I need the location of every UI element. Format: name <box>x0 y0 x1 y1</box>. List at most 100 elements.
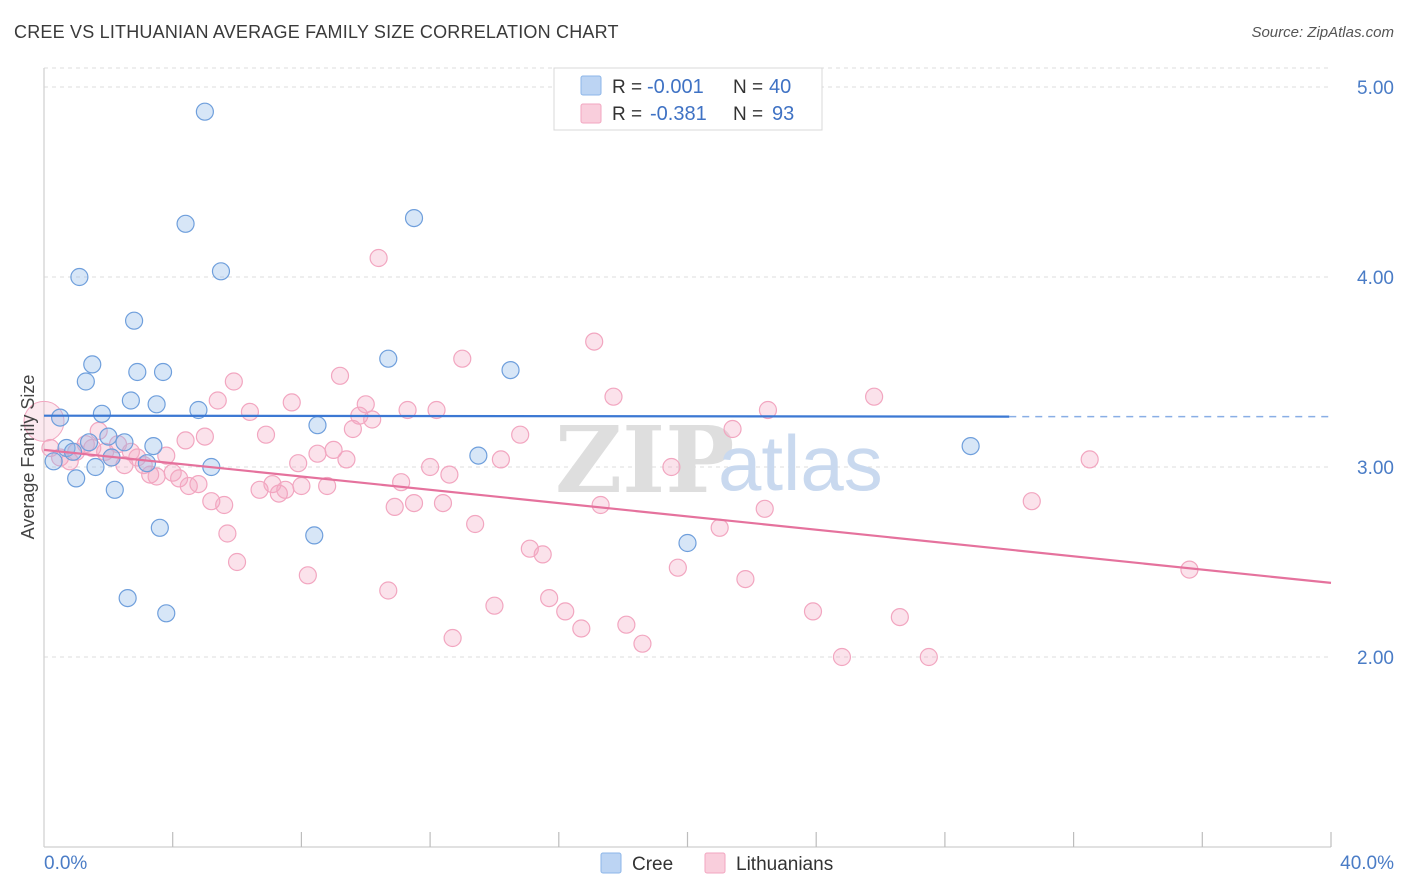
lith-point-34 <box>276 480 295 499</box>
lith-point-25 <box>215 495 234 515</box>
lith-point-47 <box>363 410 382 429</box>
lith-point-55 <box>427 400 446 420</box>
lith-point-26 <box>218 524 237 543</box>
lith-point-59 <box>453 349 472 368</box>
lith-trend-line <box>43 448 1332 584</box>
lith-point-52 <box>398 400 417 420</box>
cree-point-5 <box>70 267 89 287</box>
lith-point-73 <box>633 634 652 653</box>
cree-point-15 <box>118 588 137 608</box>
lith-point-43 <box>337 450 356 469</box>
cree-point-36 <box>678 533 697 553</box>
lith-point-72 <box>617 615 636 634</box>
cree-point-33 <box>404 209 424 228</box>
lith-point-42 <box>330 366 350 385</box>
lith-point-60 <box>466 514 485 534</box>
lith-point-75 <box>668 558 687 577</box>
lith-point-28 <box>227 552 247 572</box>
cree-point-18 <box>128 362 147 382</box>
cree-point-17 <box>124 311 144 330</box>
chart-source: Source: ZipAtlas.com <box>1251 24 1394 41</box>
lith-point-49 <box>379 581 398 600</box>
cree-point-22 <box>150 518 169 537</box>
legend-swatch-cree <box>580 75 602 96</box>
cree-point-21 <box>147 395 166 414</box>
lith-point-14 <box>141 465 160 484</box>
lith-point-61 <box>485 596 504 615</box>
lith-point-24 <box>208 391 227 410</box>
cree-point-19 <box>137 454 157 473</box>
lith-point-82 <box>832 647 852 667</box>
lith-point-53 <box>404 494 424 513</box>
watermark: ZIP atlas <box>555 406 883 514</box>
cree-point-13 <box>105 480 124 499</box>
lith-point-39 <box>308 444 327 463</box>
lith-point-68 <box>572 619 591 638</box>
lith-point-67 <box>556 602 575 621</box>
watermark-atlas: atlas <box>718 419 883 507</box>
y-axis-tick-labels: 2.00 3.00 4.00 5.00 <box>1357 78 1394 669</box>
legend-n-label-cree: N = <box>733 77 763 98</box>
lith-point-36 <box>289 454 308 473</box>
lith-point-21 <box>189 475 208 494</box>
watermark-zip: ZIP <box>555 406 734 514</box>
lith-point-65 <box>533 545 552 564</box>
x-axis-ticks <box>172 832 1332 847</box>
lith-point-16 <box>157 446 176 465</box>
x-tick-label-min: 0.0% <box>44 853 87 874</box>
legend-n-value-lith: 93 <box>772 103 794 125</box>
lith-point-35 <box>282 393 301 412</box>
cree-point-34 <box>469 446 488 465</box>
cree-point-7 <box>79 433 99 452</box>
chart-title: CREE VS LITHUANIAN AVERAGE FAMILY SIZE C… <box>14 22 619 42</box>
lith-point-71 <box>604 387 623 406</box>
lith-point-80 <box>758 400 778 420</box>
legend-n-value-cree: 40 <box>769 76 791 98</box>
lith-point-63 <box>511 425 530 444</box>
lith-point-57 <box>440 465 459 484</box>
cree-point-31 <box>308 416 327 435</box>
legend-r-value-lith: -0.381 <box>650 103 707 125</box>
lith-point-58 <box>443 628 462 648</box>
cree-point-9 <box>86 457 105 477</box>
lith-point-40 <box>318 476 337 496</box>
lith-point-29 <box>240 402 260 421</box>
lith-point-86 <box>1022 492 1041 511</box>
lith-point-54 <box>421 457 440 477</box>
bottom-legend-swatch-lith <box>704 852 726 874</box>
cree-point-10 <box>92 404 112 423</box>
bottom-legend-label-lith: Lithuanians <box>736 854 833 875</box>
lith-point-0 <box>41 438 60 458</box>
y-tick-label-3: 5.00 <box>1357 78 1394 99</box>
cree-point-8 <box>83 355 102 374</box>
cree-point-23 <box>153 362 173 382</box>
lith-point-87 <box>1080 450 1099 469</box>
y-axis-label: Average Family Size <box>18 375 38 540</box>
cree-trend-line <box>43 414 1010 418</box>
y-tick-label-1: 3.00 <box>1357 458 1394 479</box>
lith-point-46 <box>356 395 375 414</box>
lith-point-77 <box>723 419 742 439</box>
lith-point-31 <box>256 425 276 444</box>
lith-point-78 <box>736 569 755 589</box>
cree-point-30 <box>305 526 324 545</box>
legend-r-label-cree: R = <box>612 77 642 98</box>
cree-point-35 <box>501 361 520 380</box>
cree-point-1 <box>50 408 70 427</box>
y-tick-label-0: 2.00 <box>1357 648 1394 669</box>
lith-point-18 <box>170 469 189 488</box>
lith-point-85 <box>919 647 938 667</box>
lith-point-48 <box>369 248 388 268</box>
legend-n-label-lith: N = <box>733 104 763 125</box>
cree-point-29 <box>211 262 231 281</box>
lith-point-62 <box>491 450 510 469</box>
lith-point-69 <box>585 332 604 351</box>
lith-point-81 <box>803 602 823 621</box>
cree-point-14 <box>115 433 134 452</box>
lith-point-83 <box>865 387 884 406</box>
lith-point-27 <box>224 372 243 391</box>
cree-point-4 <box>67 469 86 488</box>
lith-point-70 <box>591 495 610 515</box>
cree-point-32 <box>379 349 398 368</box>
